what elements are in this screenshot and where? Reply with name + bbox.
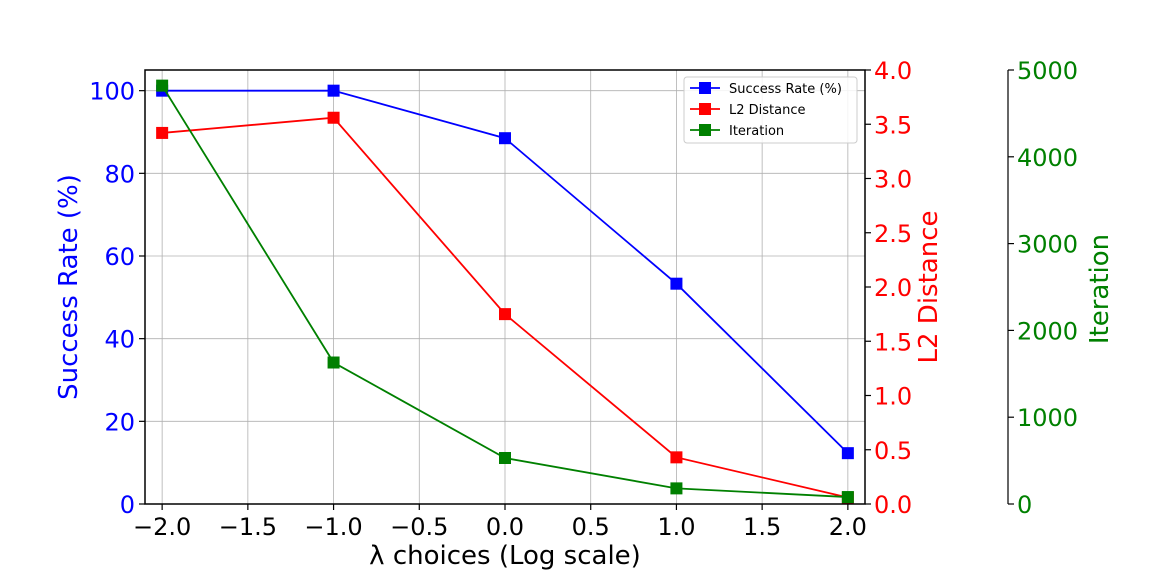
- data-point-l2-distance: [327, 111, 340, 124]
- right-tick-label: 0: [1017, 491, 1032, 519]
- left-tick-label: 40: [104, 326, 135, 354]
- x-axis: −2.0 −1.5 −1.0 −0.5 0.0 0.5 1.0 1.5 2.0: [133, 504, 867, 541]
- x-tick-label: 1.0: [657, 513, 695, 541]
- right-tick-label: 1.5: [874, 328, 912, 356]
- legend-marker-iteration: [699, 124, 711, 136]
- data-point-success-rate: [499, 132, 511, 145]
- legend-label-l2-distance: L2 Distance: [729, 103, 806, 118]
- x-tick-label: 2.0: [829, 513, 867, 541]
- legend-entry-iteration: Iteration: [690, 124, 784, 139]
- x-tick-label: −1.0: [304, 513, 362, 541]
- right-tick-label: 2000: [1017, 317, 1078, 345]
- right-y-axis-iteration: 0 1000 2000 3000 4000 5000: [1007, 57, 1078, 519]
- data-point-iteration: [670, 482, 683, 495]
- data-point-iteration: [156, 79, 169, 92]
- legend-label-success-rate: Success Rate (%): [729, 82, 842, 97]
- x-axis-title: λ choices (Log scale): [369, 541, 641, 571]
- right-y-axis-title-l2: L2 Distance: [914, 211, 944, 364]
- x-tick-label: −0.5: [390, 513, 448, 541]
- data-point-success-rate: [327, 84, 340, 97]
- right-tick-label: 2.0: [874, 274, 912, 302]
- left-y-axis: 0 20 40 60 80 100: [89, 78, 145, 519]
- right-tick-label: 2.5: [874, 220, 912, 248]
- data-point-success-rate: [841, 447, 854, 460]
- right-tick-label: 4000: [1017, 144, 1078, 172]
- left-tick-label: 0: [120, 491, 135, 519]
- legend-entry-l2-distance: L2 Distance: [690, 103, 806, 118]
- left-tick-label: 20: [104, 408, 135, 436]
- data-point-l2-distance: [499, 308, 511, 321]
- left-tick-label: 80: [104, 160, 135, 188]
- right-tick-label: 1.0: [874, 383, 912, 411]
- right-tick-label: 3000: [1017, 231, 1078, 259]
- data-point-iteration: [841, 491, 854, 504]
- left-tick-label: 60: [104, 243, 135, 271]
- data-point-l2-distance: [156, 126, 169, 139]
- right-tick-label: 0.0: [874, 491, 912, 519]
- x-tick-label: −2.0: [133, 513, 191, 541]
- right-tick-label: 4.0: [874, 57, 912, 85]
- x-tick-label: 1.5: [743, 513, 781, 541]
- right-y-axis-title-iteration: Iteration: [1085, 234, 1115, 344]
- left-tick-label: 100: [89, 78, 135, 106]
- legend-label-iteration: Iteration: [729, 124, 784, 139]
- legend-box: [683, 76, 858, 144]
- data-point-iteration: [499, 451, 511, 464]
- legend: Success Rate (%) L2 Distance Iteration: [683, 76, 858, 144]
- x-tick-label: 0.5: [572, 513, 610, 541]
- right-tick-label: 5000: [1017, 57, 1078, 85]
- right-y-axis-l2: 0.0 0.5 1.0 1.5 2.0 2.5 3.0 3.5 4.0: [865, 57, 912, 519]
- data-point-l2-distance: [670, 451, 683, 464]
- legend-marker-success-rate: [699, 82, 711, 94]
- legend-marker-l2-distance: [699, 103, 711, 115]
- x-tick-label: 0.0: [486, 513, 524, 541]
- right-tick-label: 1000: [1017, 404, 1078, 432]
- right-tick-label: 3.0: [874, 166, 912, 194]
- left-y-axis-title: Success Rate (%): [54, 174, 84, 400]
- x-tick-label: −1.5: [219, 513, 277, 541]
- right-tick-label: 3.5: [874, 111, 912, 139]
- data-point-success-rate: [670, 277, 683, 290]
- right-tick-label: 0.5: [874, 437, 912, 465]
- legend-entry-success-rate: Success Rate (%): [690, 82, 842, 97]
- series-layer: [156, 79, 854, 504]
- data-point-iteration: [327, 356, 340, 369]
